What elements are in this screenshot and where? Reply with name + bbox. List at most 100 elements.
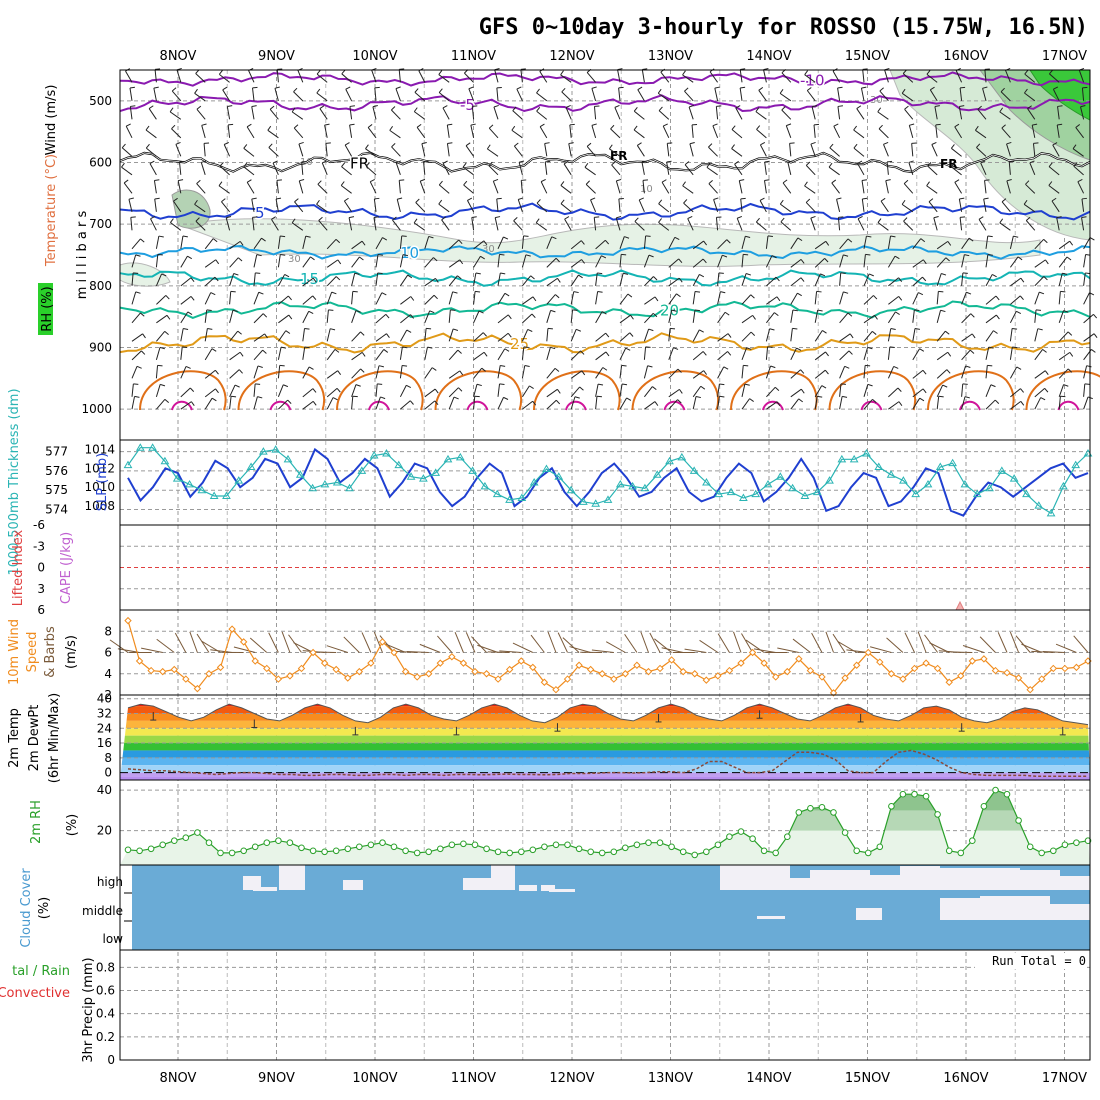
wind10-marker-3 bbox=[158, 667, 167, 676]
barb-802 bbox=[633, 110, 645, 120]
barb-1413 bbox=[1032, 123, 1038, 126]
barb-578 bbox=[487, 148, 499, 157]
thickness-marker-1 bbox=[135, 443, 145, 451]
barb-396 bbox=[373, 217, 377, 231]
barb-607 bbox=[503, 396, 509, 400]
barb-308 bbox=[319, 108, 328, 120]
barb-384 bbox=[372, 106, 377, 120]
barb-893 bbox=[703, 240, 708, 246]
barb-124 bbox=[200, 162, 206, 175]
barb-79 bbox=[171, 87, 177, 92]
temp-band-4 bbox=[120, 720, 1090, 729]
barb-638 bbox=[521, 346, 525, 360]
barb-912 bbox=[709, 71, 719, 83]
barb-761 bbox=[617, 68, 623, 71]
barb-1320 bbox=[961, 333, 973, 342]
barb-1398 bbox=[1009, 346, 1013, 360]
wind10-marker-56 bbox=[772, 673, 780, 681]
barb-1243 bbox=[914, 309, 920, 312]
wind10-marker-21 bbox=[367, 659, 375, 667]
barb-1403 bbox=[1020, 388, 1025, 393]
barb-241 bbox=[276, 179, 282, 181]
barb-290 bbox=[302, 295, 314, 305]
thickness-marker-72 bbox=[1009, 474, 1019, 482]
barb-827 bbox=[648, 328, 654, 332]
rh-marker-72 bbox=[957, 849, 965, 857]
rh-marker-6 bbox=[194, 829, 201, 836]
barb-131 bbox=[195, 217, 200, 222]
barb-757 bbox=[597, 383, 604, 386]
wind10-barb-66 bbox=[869, 646, 892, 653]
temp2m-ylabel-4: (6hr Min/Max) bbox=[69, 693, 84, 783]
barb-1310 bbox=[961, 237, 970, 250]
barb-1001 bbox=[764, 179, 770, 181]
barb-1295 bbox=[960, 86, 966, 89]
barb-1317 bbox=[966, 291, 972, 295]
barb-304 bbox=[316, 73, 328, 83]
barb-999 bbox=[764, 160, 770, 163]
barb-439 bbox=[402, 254, 408, 257]
barb-1189 bbox=[887, 160, 893, 163]
barb-1182 bbox=[877, 111, 889, 120]
barb-1164 bbox=[863, 295, 874, 305]
barb-498 bbox=[442, 107, 450, 120]
barb-487 bbox=[427, 346, 433, 349]
barb-442 bbox=[400, 296, 412, 305]
barb-447 bbox=[406, 329, 412, 333]
bl-loop-7 bbox=[828, 370, 917, 411]
barb-493 bbox=[434, 400, 439, 406]
barb-61 bbox=[161, 273, 167, 277]
barb-790 bbox=[619, 347, 627, 361]
barb-639 bbox=[523, 346, 529, 348]
barb-160 bbox=[223, 144, 231, 157]
precip-tick-1: 0.2 bbox=[96, 1030, 115, 1044]
barb-908 bbox=[692, 385, 702, 398]
barb-643 bbox=[529, 385, 534, 389]
barb-506 bbox=[438, 184, 450, 194]
barb-1504 bbox=[1083, 272, 1086, 286]
barb-804 bbox=[633, 129, 645, 139]
barb-989 bbox=[763, 68, 769, 71]
barb-246 bbox=[277, 235, 281, 249]
barb-1435 bbox=[1037, 328, 1043, 331]
barb-854 bbox=[668, 237, 676, 250]
cloud-gridlines bbox=[124, 892, 132, 922]
barb-1273 bbox=[947, 241, 952, 246]
barb-390 bbox=[365, 165, 377, 176]
wind10-barb-73 bbox=[950, 651, 973, 653]
barb-910 bbox=[692, 396, 697, 410]
temp-band-5 bbox=[120, 728, 1090, 736]
thickness-marker-35 bbox=[554, 472, 564, 480]
barb-1093 bbox=[822, 330, 827, 334]
barb-412 bbox=[375, 365, 380, 379]
barb-247 bbox=[280, 235, 286, 238]
thickness-ylabel: 1000-500mb Thickness (dm) bbox=[7, 388, 22, 575]
wind10-marker-44 bbox=[633, 661, 641, 669]
wind10-marker-24 bbox=[401, 667, 410, 676]
barb-978 bbox=[741, 331, 752, 342]
barb-1043 bbox=[780, 217, 785, 223]
barb-546 bbox=[466, 200, 475, 213]
barb-552 bbox=[473, 256, 481, 268]
barb-28 bbox=[131, 333, 143, 342]
barb-603 bbox=[500, 365, 506, 367]
barb-1373 bbox=[999, 107, 1004, 113]
thickness-marker-68 bbox=[960, 479, 970, 488]
barb-682 bbox=[546, 399, 557, 410]
barb-1218 bbox=[901, 92, 914, 102]
barb-1415 bbox=[1033, 142, 1039, 144]
barb-1382 bbox=[1001, 201, 1011, 213]
wind10-marker-8 bbox=[216, 663, 225, 672]
barb-510 bbox=[441, 219, 450, 231]
wind10m-ylabel-3: & Barbs bbox=[43, 626, 58, 678]
barb-667 bbox=[555, 257, 560, 263]
barb-672 bbox=[546, 310, 552, 323]
barb-1046 bbox=[790, 259, 802, 268]
barb-65 bbox=[166, 315, 171, 320]
rh-marker-52 bbox=[726, 833, 733, 841]
barb-597 bbox=[507, 314, 512, 320]
barb-1518 bbox=[1083, 396, 1089, 410]
barb-434 bbox=[392, 219, 401, 231]
barb-1389 bbox=[1017, 256, 1023, 261]
